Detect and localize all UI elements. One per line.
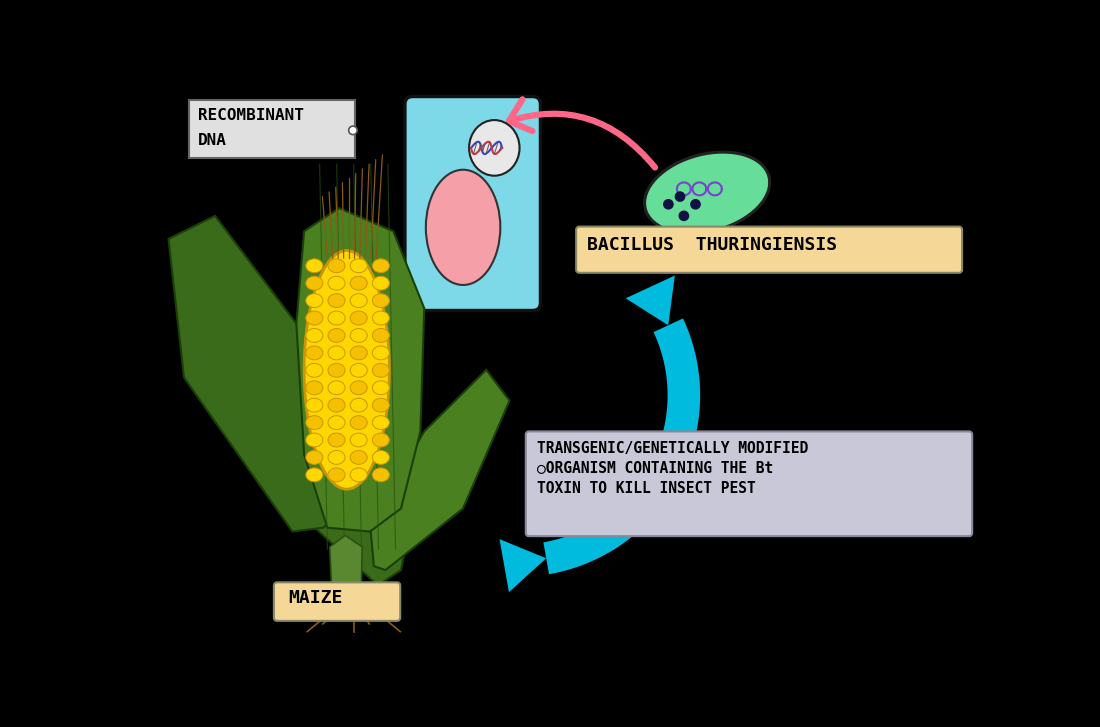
Ellipse shape xyxy=(350,398,367,412)
Ellipse shape xyxy=(304,251,389,489)
FancyBboxPatch shape xyxy=(405,97,540,310)
Ellipse shape xyxy=(328,311,345,325)
Ellipse shape xyxy=(426,169,500,285)
Ellipse shape xyxy=(328,433,345,447)
Ellipse shape xyxy=(350,276,367,290)
Ellipse shape xyxy=(350,294,367,308)
Ellipse shape xyxy=(306,451,323,465)
Ellipse shape xyxy=(372,451,389,465)
Ellipse shape xyxy=(328,346,345,360)
Polygon shape xyxy=(370,370,509,570)
Ellipse shape xyxy=(328,276,345,290)
Ellipse shape xyxy=(306,276,323,290)
Ellipse shape xyxy=(306,259,323,273)
Text: BACILLUS  THURINGIENSIS: BACILLUS THURINGIENSIS xyxy=(587,236,837,254)
Ellipse shape xyxy=(372,416,389,430)
Ellipse shape xyxy=(372,329,389,342)
Ellipse shape xyxy=(306,416,323,430)
Ellipse shape xyxy=(328,294,345,308)
Ellipse shape xyxy=(306,468,323,482)
Circle shape xyxy=(675,192,684,201)
FancyArrowPatch shape xyxy=(509,100,654,167)
Ellipse shape xyxy=(350,346,367,360)
Ellipse shape xyxy=(645,152,770,233)
Ellipse shape xyxy=(306,398,323,412)
Ellipse shape xyxy=(372,364,389,377)
Ellipse shape xyxy=(306,311,323,325)
Text: ○ORGANISM CONTAINING THE Bt: ○ORGANISM CONTAINING THE Bt xyxy=(537,461,773,475)
FancyBboxPatch shape xyxy=(526,431,972,536)
Ellipse shape xyxy=(350,451,367,465)
Ellipse shape xyxy=(372,433,389,447)
Ellipse shape xyxy=(306,381,323,395)
Circle shape xyxy=(349,126,358,134)
Ellipse shape xyxy=(350,468,367,482)
Ellipse shape xyxy=(372,294,389,308)
Ellipse shape xyxy=(306,346,323,360)
Ellipse shape xyxy=(372,468,389,482)
Ellipse shape xyxy=(372,276,389,290)
Ellipse shape xyxy=(372,311,389,325)
Ellipse shape xyxy=(350,433,367,447)
Ellipse shape xyxy=(372,381,389,395)
Polygon shape xyxy=(499,539,547,593)
Polygon shape xyxy=(214,324,417,585)
Ellipse shape xyxy=(328,259,345,273)
Ellipse shape xyxy=(469,120,519,176)
Polygon shape xyxy=(330,535,362,611)
Text: TRANSGENIC/GENETICALLY MODIFIED: TRANSGENIC/GENETICALLY MODIFIED xyxy=(537,441,807,456)
Ellipse shape xyxy=(306,433,323,447)
Ellipse shape xyxy=(372,398,389,412)
Text: DNA: DNA xyxy=(198,132,227,148)
Ellipse shape xyxy=(350,381,367,395)
Ellipse shape xyxy=(306,329,323,342)
Ellipse shape xyxy=(350,416,367,430)
Ellipse shape xyxy=(328,416,345,430)
Circle shape xyxy=(691,200,701,209)
Ellipse shape xyxy=(372,259,389,273)
Polygon shape xyxy=(168,216,377,531)
Polygon shape xyxy=(296,208,425,531)
Ellipse shape xyxy=(372,346,389,360)
Circle shape xyxy=(679,212,689,220)
Ellipse shape xyxy=(328,451,345,465)
FancyBboxPatch shape xyxy=(189,100,354,158)
Ellipse shape xyxy=(350,364,367,377)
Ellipse shape xyxy=(306,294,323,308)
Ellipse shape xyxy=(350,329,367,342)
Circle shape xyxy=(663,200,673,209)
Ellipse shape xyxy=(350,311,367,325)
Ellipse shape xyxy=(328,398,345,412)
FancyBboxPatch shape xyxy=(576,227,962,273)
Ellipse shape xyxy=(306,364,323,377)
Ellipse shape xyxy=(328,329,345,342)
FancyBboxPatch shape xyxy=(274,582,400,621)
Ellipse shape xyxy=(328,364,345,377)
Polygon shape xyxy=(543,318,700,574)
Ellipse shape xyxy=(328,381,345,395)
Text: TOXIN TO KILL INSECT PEST: TOXIN TO KILL INSECT PEST xyxy=(537,481,756,497)
Ellipse shape xyxy=(328,468,345,482)
Ellipse shape xyxy=(350,259,367,273)
Polygon shape xyxy=(626,276,674,325)
Text: RECOMBINANT: RECOMBINANT xyxy=(198,108,304,123)
Text: MAIZE: MAIZE xyxy=(288,590,342,607)
